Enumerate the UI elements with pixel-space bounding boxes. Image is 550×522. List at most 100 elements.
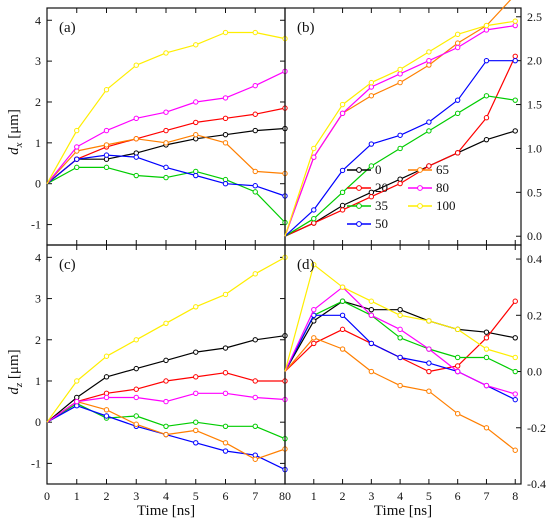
data-point (339, 202, 346, 209)
data-point (397, 382, 403, 389)
data-point (103, 164, 110, 171)
data-point (193, 427, 199, 434)
data-point (397, 326, 403, 333)
x-tick-label: 5 (193, 489, 199, 503)
data-point (222, 131, 229, 138)
panel-frame (46, 7, 286, 246)
data-point (454, 368, 461, 375)
panel-frame (284, 244, 522, 485)
data-point (133, 394, 139, 401)
data-point (163, 398, 169, 405)
data-point (311, 335, 317, 341)
data-point (103, 87, 110, 93)
y-tick-label: -0.2 (527, 421, 546, 435)
data-point (339, 312, 346, 318)
y-tick-label: -1 (31, 218, 41, 232)
data-point (483, 57, 490, 64)
data-point (252, 394, 258, 401)
panel-label: (c) (59, 257, 76, 273)
legend-label-20: 20 (375, 180, 388, 195)
y-tick-label: 0.2 (527, 308, 542, 322)
data-point (368, 306, 375, 313)
series-line-80 (284, 25, 516, 237)
data-point (397, 354, 403, 361)
legend-label-65: 65 (436, 162, 449, 177)
y-tick-label: 2.0 (527, 54, 542, 68)
data-point (483, 425, 490, 431)
data-point (193, 99, 199, 105)
data-point (512, 447, 518, 453)
data-point (512, 97, 518, 103)
series-line-65 (284, 337, 516, 451)
x-tick-label: 7 (483, 489, 489, 503)
y-axis-label-top: dx [μm] (6, 109, 25, 155)
data-point (512, 368, 518, 375)
y-tick-label: 0 (35, 415, 41, 429)
data-point (512, 18, 518, 24)
data-point (252, 378, 258, 384)
data-point (368, 298, 375, 304)
data-point (252, 168, 258, 175)
series-line-100 (46, 256, 286, 423)
y-tick-label: 1.5 (527, 98, 542, 112)
data-point (483, 22, 490, 29)
data-point (512, 335, 518, 341)
y-tick-label: 1 (35, 374, 41, 388)
data-point (512, 57, 518, 64)
legend-marker-100 (417, 203, 423, 209)
data-point (483, 115, 490, 121)
data-point (222, 291, 229, 298)
data-point (368, 79, 375, 86)
x-tick-label: 2 (104, 489, 110, 503)
y-axis-label-bottom-sub: z (13, 382, 25, 388)
panel-label: (a) (59, 20, 76, 36)
data-point (133, 154, 139, 160)
data-point (368, 194, 375, 200)
data-point (426, 49, 432, 55)
data-point (368, 141, 375, 147)
x-tick-label: 1 (311, 489, 317, 503)
data-point (339, 284, 346, 290)
y-axis-label-bottom: dz [μm] (6, 349, 25, 394)
data-point (252, 189, 258, 195)
data-point (163, 164, 169, 171)
y-tick-label: 0.0 (527, 365, 542, 379)
x-tick-label: 8 (512, 489, 518, 503)
y-tick-label: 1 (35, 136, 41, 150)
data-point (311, 306, 317, 313)
data-point (163, 109, 169, 115)
series-line-50 (46, 405, 286, 471)
panel-label: (d) (297, 257, 315, 273)
x-tick-label: 6 (223, 489, 229, 503)
data-point (339, 326, 346, 333)
data-point (512, 22, 518, 29)
data-point (252, 29, 258, 36)
data-point (222, 390, 229, 397)
data-point (311, 215, 317, 222)
data-point (512, 128, 518, 134)
data-point (252, 423, 258, 430)
data-point (368, 84, 375, 90)
legend-label-0: 0 (375, 162, 382, 177)
data-point (483, 27, 490, 33)
data-point (483, 93, 490, 99)
data-point (133, 421, 139, 427)
legend-marker-50 (356, 221, 362, 227)
data-point (133, 115, 139, 122)
data-point (454, 31, 461, 38)
data-point (339, 167, 346, 174)
data-point (426, 62, 432, 68)
legend-marker-20 (356, 185, 362, 191)
legend-marker-0 (356, 167, 362, 173)
data-point (103, 407, 110, 413)
data-point (103, 413, 110, 419)
data-point (193, 119, 199, 126)
data-point (222, 29, 229, 36)
x-tick-label: 4 (163, 489, 169, 503)
panel-frame (46, 244, 286, 485)
data-point (512, 53, 518, 59)
y-tick-label: 0.4 (527, 252, 542, 266)
data-point (133, 337, 139, 343)
data-point (426, 388, 432, 394)
y-axis-label-bottom-var: d (6, 387, 22, 395)
